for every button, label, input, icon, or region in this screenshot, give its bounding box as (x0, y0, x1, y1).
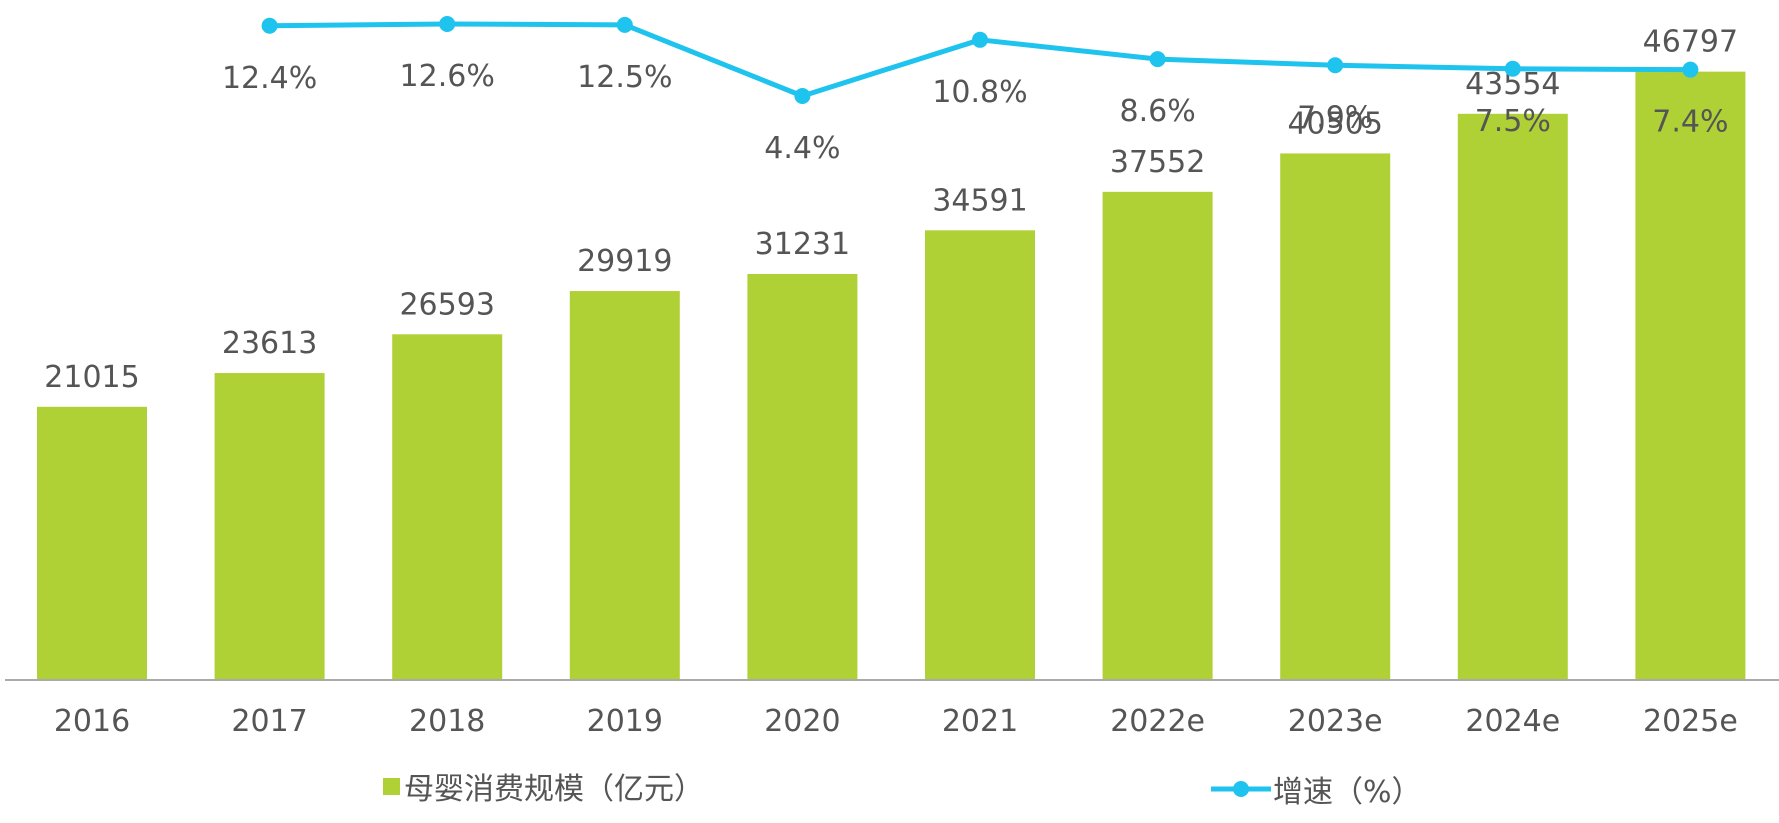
x-tick-label: 2016 (54, 704, 130, 739)
bar-2018 (392, 334, 503, 680)
growth-value-label: 12.4% (222, 61, 317, 96)
x-tick-labels: 2016 2017 2018 2019 2020 2021 2022e 2023e 2024e 2… (54, 704, 1738, 739)
legend-bar-label: 母婴消费规模（亿元） (404, 772, 704, 807)
legend-line-marker (1233, 781, 1249, 797)
bar-2019 (569, 291, 680, 680)
growth-point-2022e (1149, 51, 1166, 68)
bar-value-label: 37552 (1110, 145, 1205, 180)
growth-point-2019 (616, 16, 633, 33)
legend-bar-swatch (383, 778, 400, 795)
growth-value-label: 7.9% (1297, 100, 1373, 135)
bar-2021 (925, 230, 1035, 680)
x-tick-label: 2022e (1110, 704, 1205, 739)
growth-value-label: 7.5% (1475, 104, 1551, 139)
bar-value-label: 26593 (399, 287, 494, 322)
legend-item-bar: 母婴消费规模（亿元） (383, 772, 704, 807)
x-tick-label: 2020 (764, 704, 840, 739)
growth-line-series (261, 16, 1699, 104)
bar-2022e (1102, 191, 1213, 680)
bar-2023e (1280, 153, 1391, 680)
growth-value-label: 10.8% (932, 75, 1027, 110)
x-tick-label: 2017 (231, 704, 307, 739)
bar-2025e (1635, 71, 1746, 681)
growth-value-label: 7.4% (1652, 105, 1728, 140)
growth-point-2018 (439, 16, 456, 32)
growth-point-2017 (261, 17, 278, 34)
bar-value-labels: 21015 23613 26593 29919 31231 34591 37552 40505… (44, 25, 1738, 395)
growth-value-label: 12.5% (577, 60, 672, 95)
growth-value-labels: 12.4% 12.6% 12.5% 4.4% 10.8% 8.6% 7.9% 7.5% 7.4% (222, 59, 1729, 166)
bar-value-label: 34591 (932, 183, 1027, 218)
growth-point-2024e (1504, 60, 1521, 77)
growth-point-2025e (1682, 61, 1699, 78)
x-tick-label: 2023e (1288, 704, 1383, 739)
bar-2017 (214, 373, 325, 680)
bar-2024e (1457, 113, 1568, 681)
legend: 母婴消费规模（亿元） 增速（%） (383, 772, 1422, 810)
bar-value-label: 23613 (222, 326, 317, 361)
bar-value-label: 40505 (1287, 106, 1382, 141)
x-tick-label: 2025e (1643, 704, 1738, 739)
x-tick-label: 2018 (409, 704, 485, 739)
growth-value-label: 4.4% (764, 131, 840, 166)
x-tick-label: 2021 (942, 704, 1018, 739)
bar-series (37, 71, 1746, 681)
growth-point-2020 (794, 88, 811, 104)
bar-2020 (747, 273, 858, 680)
bar-value-label: 46797 (1643, 25, 1738, 60)
bar-value-label: 29919 (577, 244, 672, 279)
bar-value-label: 21015 (44, 360, 139, 395)
bar-2016 (37, 406, 147, 680)
legend-item-line: 增速（%） (1211, 775, 1422, 810)
growth-point-2023e (1327, 57, 1344, 74)
x-tick-label: 2019 (587, 704, 663, 739)
legend-line-label: 增速（%） (1273, 775, 1422, 810)
growth-value-label: 8.6% (1119, 94, 1195, 129)
growth-value-label: 12.6% (400, 59, 495, 94)
bar-value-label: 31231 (755, 227, 850, 262)
x-tick-label: 2024e (1465, 704, 1560, 739)
growth-point-2021 (972, 31, 988, 48)
